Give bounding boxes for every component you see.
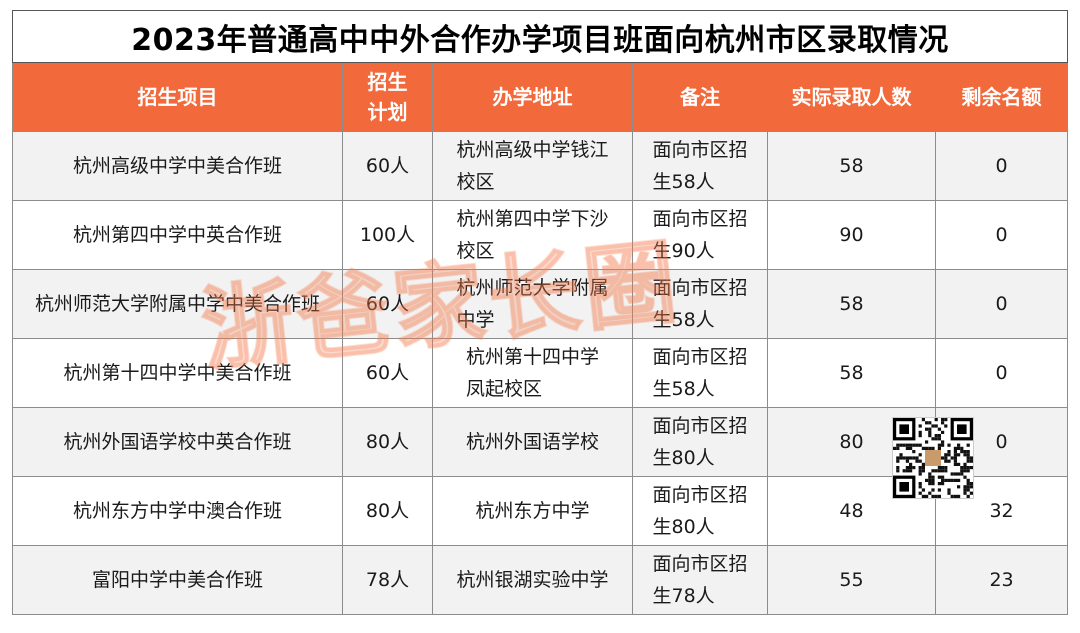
cell-address-text: 杭州第四中学下沙 校区 <box>456 208 609 262</box>
cell-note: 面向市区招 生80人 <box>632 476 768 546</box>
cell-note-text: 面向市区招 生58人 <box>652 346 748 400</box>
cell-address: 杭州师范大学附属 中学 <box>432 269 633 339</box>
cell-remaining: 23 <box>934 545 1069 615</box>
cell-admitted: 90 <box>767 200 936 270</box>
cell-plan: 60人 <box>342 131 433 201</box>
cell-plan: 60人 <box>342 338 433 408</box>
header-plan-label: 招生 计划 <box>367 70 408 124</box>
cell-remaining: 32 <box>934 476 1069 546</box>
header-address: 办学地址 <box>432 62 633 132</box>
cell-admitted: 58 <box>767 131 936 201</box>
table-title: 2023年普通高中中外合作办学项目班面向杭州市区录取情况 <box>11 10 1069 63</box>
cell-note: 面向市区招 生58人 <box>632 338 768 408</box>
cell-project-text: 杭州高级中学中美合作班 <box>72 155 282 177</box>
cell-admitted: 58 <box>767 269 936 339</box>
cell-project-text: 杭州外国语学校中英合作班 <box>63 431 292 453</box>
cell-plan-text: 78人 <box>365 569 410 591</box>
cell-remaining-text: 0 <box>995 431 1008 453</box>
cell-address-text: 杭州东方中学 <box>475 500 590 522</box>
cell-project-text: 杭州师范大学附属中学中美合作班 <box>34 293 320 315</box>
table-row: 杭州第四中学中英合作班 100人 杭州第四中学下沙 校区 面向市区招 生90人 90 0 <box>12 200 1069 270</box>
cell-plan: 100人 <box>342 200 433 270</box>
cell-project: 杭州外国语学校中英合作班 <box>12 407 343 477</box>
cell-note: 面向市区招 生90人 <box>632 200 768 270</box>
cell-admitted-text: 58 <box>839 293 864 315</box>
cell-remaining-text: 0 <box>995 362 1008 384</box>
cell-address-text: 杭州高级中学钱江 校区 <box>456 139 609 193</box>
cell-address: 杭州外国语学校 <box>432 407 633 477</box>
cell-project: 杭州师范大学附属中学中美合作班 <box>12 269 343 339</box>
cell-admitted-text: 55 <box>839 569 864 591</box>
cell-remaining-text: 0 <box>995 155 1008 177</box>
table-row: 杭州东方中学中澳合作班 80人 杭州东方中学 面向市区招 生80人 48 32 <box>12 476 1069 546</box>
cell-address: 杭州东方中学 <box>432 476 633 546</box>
cell-remaining-text: 32 <box>989 500 1014 522</box>
cell-project: 杭州东方中学中澳合作班 <box>12 476 343 546</box>
cell-remaining: 0 <box>934 338 1069 408</box>
admission-table: 2023年普通高中中外合作办学项目班面向杭州市区录取情况 招生项目 招生 计划 … <box>11 10 1069 615</box>
cell-address: 杭州高级中学钱江 校区 <box>432 131 633 201</box>
header-project: 招生项目 <box>12 62 343 132</box>
cell-note-text: 面向市区招 生78人 <box>652 553 748 607</box>
cell-project: 富阳中学中美合作班 <box>12 545 343 615</box>
cell-plan: 80人 <box>342 407 433 477</box>
cell-note-text: 面向市区招 生58人 <box>652 277 748 331</box>
cell-project-text: 杭州第十四中学中美合作班 <box>63 362 292 384</box>
cell-address-text: 杭州银湖实验中学 <box>456 569 609 591</box>
cell-plan: 80人 <box>342 476 433 546</box>
cell-remaining: 0 <box>934 269 1069 339</box>
cell-plan-text: 60人 <box>365 362 410 384</box>
cell-plan-text: 80人 <box>365 500 410 522</box>
cell-plan-text: 80人 <box>365 431 410 453</box>
cell-note: 面向市区招 生58人 <box>632 269 768 339</box>
cell-admitted: 55 <box>767 545 936 615</box>
cell-project: 杭州第四中学中英合作班 <box>12 200 343 270</box>
cell-remaining-text: 23 <box>989 569 1014 591</box>
qr-code-image <box>892 417 974 499</box>
header-note: 备注 <box>632 62 768 132</box>
cell-note-text: 面向市区招 生80人 <box>652 484 748 538</box>
cell-plan-text: 60人 <box>365 155 410 177</box>
cell-note-text: 面向市区招 生90人 <box>652 208 748 262</box>
cell-address: 杭州银湖实验中学 <box>432 545 633 615</box>
cell-admitted-text: 58 <box>839 155 864 177</box>
cell-project: 杭州高级中学中美合作班 <box>12 131 343 201</box>
header-remaining: 剩余名额 <box>934 62 1069 132</box>
cell-admitted-text: 80 <box>839 431 864 453</box>
cell-admitted-text: 90 <box>839 224 864 246</box>
table-row: 杭州第十四中学中美合作班 60人 杭州第十四中学 凤起校区 面向市区招 生58人 58 0 <box>12 338 1069 408</box>
cell-admitted: 58 <box>767 338 936 408</box>
cell-remaining: 0 <box>934 131 1069 201</box>
cell-project-text: 杭州第四中学中英合作班 <box>72 224 282 246</box>
cell-plan-text: 100人 <box>359 224 416 246</box>
admission-table-container: 2023年普通高中中外合作办学项目班面向杭州市区录取情况 招生项目 招生 计划 … <box>11 10 1069 615</box>
cell-note: 面向市区招 生80人 <box>632 407 768 477</box>
table-row: 杭州高级中学中美合作班 60人 杭州高级中学钱江 校区 面向市区招 生58人 58 0 <box>12 131 1069 201</box>
cell-remaining: 0 <box>934 200 1069 270</box>
table-row: 杭州师范大学附属中学中美合作班 60人 杭州师范大学附属 中学 面向市区招 生58人 5… <box>12 269 1069 339</box>
cell-plan: 78人 <box>342 545 433 615</box>
cell-remaining-text: 0 <box>995 293 1008 315</box>
cell-project-text: 杭州东方中学中澳合作班 <box>72 500 282 522</box>
cell-address-text: 杭州第十四中学 凤起校区 <box>465 346 599 400</box>
cell-address-text: 杭州师范大学附属 中学 <box>456 277 609 331</box>
header-row: 招生项目 招生 计划 办学地址 备注 实际录取人数 剩余名额 <box>12 62 1069 132</box>
cell-note: 面向市区招 生78人 <box>632 545 768 615</box>
cell-admitted-text: 48 <box>839 500 864 522</box>
cell-note: 面向市区招 生58人 <box>632 131 768 201</box>
header-admitted: 实际录取人数 <box>767 62 936 132</box>
cell-note-text: 面向市区招 生80人 <box>652 415 748 469</box>
cell-address-text: 杭州外国语学校 <box>465 431 599 453</box>
cell-address: 杭州第十四中学 凤起校区 <box>432 338 633 408</box>
cell-note-text: 面向市区招 生58人 <box>652 139 748 193</box>
cell-address: 杭州第四中学下沙 校区 <box>432 200 633 270</box>
cell-project-text: 富阳中学中美合作班 <box>91 569 263 591</box>
cell-project: 杭州第十四中学中美合作班 <box>12 338 343 408</box>
cell-plan-text: 60人 <box>365 293 410 315</box>
cell-admitted-text: 58 <box>839 362 864 384</box>
cell-plan: 60人 <box>342 269 433 339</box>
cell-remaining-text: 0 <box>995 224 1008 246</box>
table-row: 富阳中学中美合作班 78人 杭州银湖实验中学 面向市区招 生78人 55 23 <box>12 545 1069 615</box>
header-plan: 招生 计划 <box>342 62 433 132</box>
